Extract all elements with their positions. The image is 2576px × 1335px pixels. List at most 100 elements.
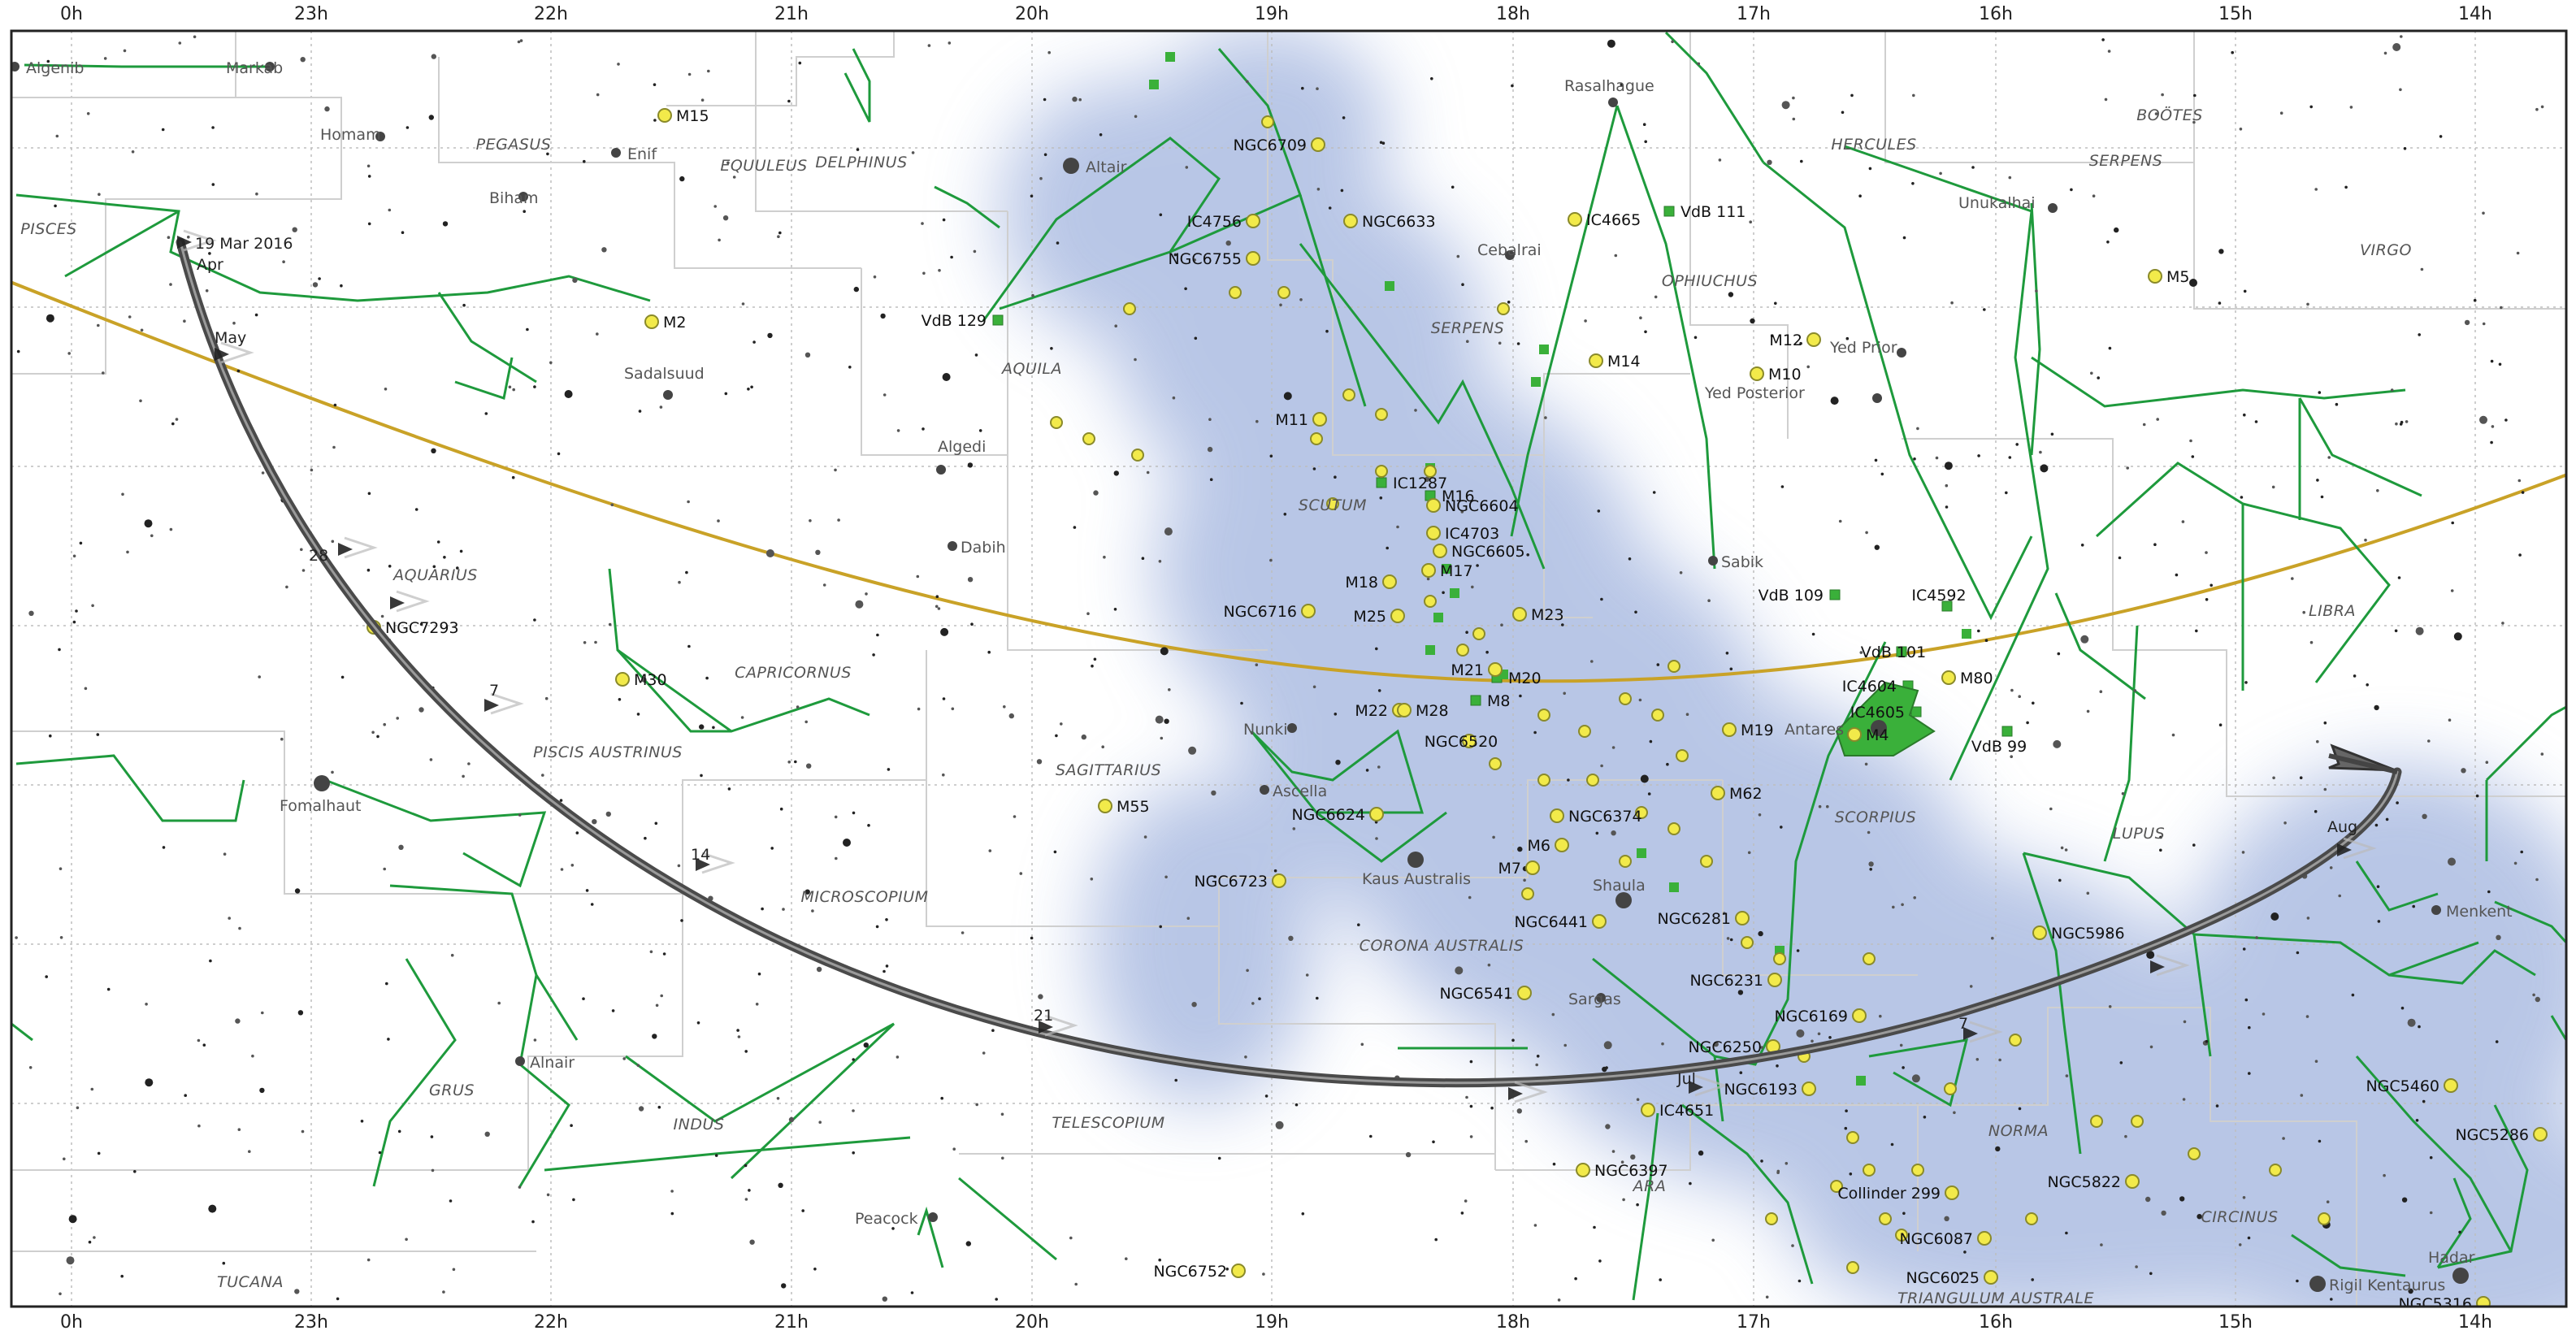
- cluster-ngc5286[interactable]: [2533, 1127, 2548, 1142]
- cluster-m25[interactable]: [1390, 609, 1405, 623]
- cluster-unlabelled: [1537, 709, 1550, 722]
- cluster-ngc6605[interactable]: [1433, 544, 1447, 558]
- cluster-unlabelled: [1229, 286, 1242, 299]
- star-sabik[interactable]: [1708, 556, 1718, 566]
- cluster-ngc6231[interactable]: [1767, 973, 1782, 987]
- cluster-m10[interactable]: [1750, 366, 1764, 381]
- cluster-m80[interactable]: [1941, 670, 1956, 685]
- cluster-ngc6193[interactable]: [1802, 1081, 1816, 1096]
- ecliptic-line: [11, 280, 2566, 683]
- nebula-vdb-101[interactable]: [1896, 646, 1907, 657]
- cluster-m6[interactable]: [1555, 838, 1569, 852]
- star-dabih[interactable]: [948, 541, 957, 551]
- cluster-m5[interactable]: [2148, 269, 2162, 284]
- cluster-ngc6604[interactable]: [1426, 498, 1441, 513]
- cluster-ngc6025[interactable]: [1984, 1270, 1998, 1285]
- star-menkent[interactable]: [2431, 905, 2441, 915]
- dso-label-ic4756: IC4756: [1187, 213, 1242, 231]
- cluster-m14[interactable]: [1589, 353, 1603, 368]
- star-shaula[interactable]: [1615, 892, 1632, 908]
- cluster-ngc6281[interactable]: [1735, 911, 1750, 925]
- cluster-m11[interactable]: [1312, 412, 1327, 427]
- cluster-ngc5316[interactable]: [2476, 1296, 2491, 1310]
- cluster-m62[interactable]: [1711, 786, 1725, 800]
- star-homam[interactable]: [375, 132, 385, 141]
- nebula-ic1287[interactable]: [1376, 477, 1387, 488]
- cluster-ngc5822[interactable]: [2125, 1174, 2140, 1189]
- cluster-m23[interactable]: [1512, 607, 1527, 622]
- star-cebalrai[interactable]: [1505, 250, 1515, 260]
- cluster-ngc6520[interactable]: [1462, 734, 1477, 748]
- nebula-vdb-111[interactable]: [1663, 206, 1675, 217]
- cluster-m12[interactable]: [1806, 332, 1821, 347]
- cluster-ngc6633[interactable]: [1343, 214, 1358, 228]
- star-algedi[interactable]: [936, 465, 946, 475]
- cluster-ngc6709[interactable]: [1311, 137, 1325, 152]
- cluster-ic4665[interactable]: [1568, 212, 1582, 227]
- star-sadalsuud[interactable]: [663, 390, 673, 400]
- star-fomalhaut[interactable]: [314, 775, 330, 791]
- star-biham[interactable]: [518, 192, 528, 202]
- cluster-m4[interactable]: [1847, 727, 1862, 742]
- nebula-vdb-99[interactable]: [2001, 726, 2013, 737]
- star-antares[interactable]: [1871, 720, 1887, 736]
- cluster-collinder-299[interactable]: [1945, 1185, 1959, 1200]
- cluster-m15[interactable]: [657, 108, 672, 123]
- nebula-m8[interactable]: [1470, 695, 1481, 706]
- dso-label-m11: M11: [1275, 411, 1308, 429]
- star-hadar[interactable]: [2452, 1268, 2469, 1284]
- cluster-ngc6752[interactable]: [1231, 1263, 1246, 1278]
- constellation-label-ophiuchus-6: OPHIUCHUS: [1662, 272, 1758, 290]
- nebula-vdb-109[interactable]: [1829, 589, 1841, 600]
- nebula-ic4605[interactable]: [1910, 706, 1922, 717]
- cluster-ngc6441[interactable]: [1592, 914, 1607, 929]
- star-nunki[interactable]: [1287, 723, 1297, 733]
- star-unukalhai[interactable]: [2048, 203, 2058, 213]
- object-path[interactable]: [176, 237, 2402, 1088]
- star-rigil-kentaurus[interactable]: [2309, 1276, 2326, 1292]
- star-markab[interactable]: [265, 62, 275, 72]
- star-alnair[interactable]: [515, 1056, 525, 1066]
- star-algenib[interactable]: [10, 62, 20, 72]
- cluster-m21[interactable]: [1488, 662, 1503, 677]
- star-yed-posterior[interactable]: [1872, 393, 1882, 403]
- cluster-m2[interactable]: [644, 314, 659, 329]
- star-ascella[interactable]: [1260, 785, 1269, 795]
- cluster-ngc6755[interactable]: [1246, 251, 1260, 266]
- nebula-unlabelled: [1425, 645, 1435, 655]
- cluster-ngc6624[interactable]: [1369, 807, 1384, 821]
- nebula-unlabelled: [1539, 345, 1549, 354]
- cluster-ngc6169[interactable]: [1852, 1008, 1867, 1023]
- star-altair[interactable]: [1063, 158, 1079, 174]
- cluster-m7[interactable]: [1525, 860, 1540, 875]
- cluster-ngc6087[interactable]: [1977, 1231, 1992, 1246]
- cluster-m30[interactable]: [615, 672, 630, 687]
- cluster-ngc6541[interactable]: [1517, 986, 1532, 1000]
- cluster-ngc5986[interactable]: [2032, 925, 2047, 940]
- cluster-m28[interactable]: [1397, 703, 1412, 717]
- cluster-m19[interactable]: [1722, 722, 1737, 737]
- cluster-ic4756[interactable]: [1246, 214, 1260, 228]
- cluster-m17[interactable]: [1421, 563, 1436, 578]
- star-label-nunki: Nunki: [1243, 721, 1288, 739]
- cluster-ngc6397[interactable]: [1576, 1163, 1590, 1177]
- dso-label-ngc7293: NGC7293: [385, 619, 459, 637]
- nebula-vdb-129[interactable]: [992, 314, 1004, 326]
- cluster-ngc5460[interactable]: [2444, 1078, 2458, 1093]
- star-sargas[interactable]: [1596, 993, 1606, 1003]
- cluster-m55[interactable]: [1098, 799, 1112, 813]
- cluster-ic4651[interactable]: [1641, 1103, 1655, 1117]
- star-rasalhague[interactable]: [1608, 98, 1618, 107]
- cluster-ngc6374[interactable]: [1550, 808, 1564, 823]
- star-kaus-australis[interactable]: [1407, 852, 1424, 868]
- cluster-ngc6723[interactable]: [1272, 873, 1286, 888]
- cluster-ngc6716[interactable]: [1301, 604, 1316, 618]
- star-yed-prior[interactable]: [1897, 348, 1906, 358]
- cluster-ic4703[interactable]: [1426, 526, 1441, 540]
- dso-label-ngc5460: NGC5460: [2366, 1077, 2439, 1095]
- star-peacock[interactable]: [928, 1212, 938, 1222]
- cluster-m18[interactable]: [1382, 574, 1397, 589]
- star-enif[interactable]: [611, 148, 621, 158]
- nebula-ic4592[interactable]: [1941, 600, 1953, 612]
